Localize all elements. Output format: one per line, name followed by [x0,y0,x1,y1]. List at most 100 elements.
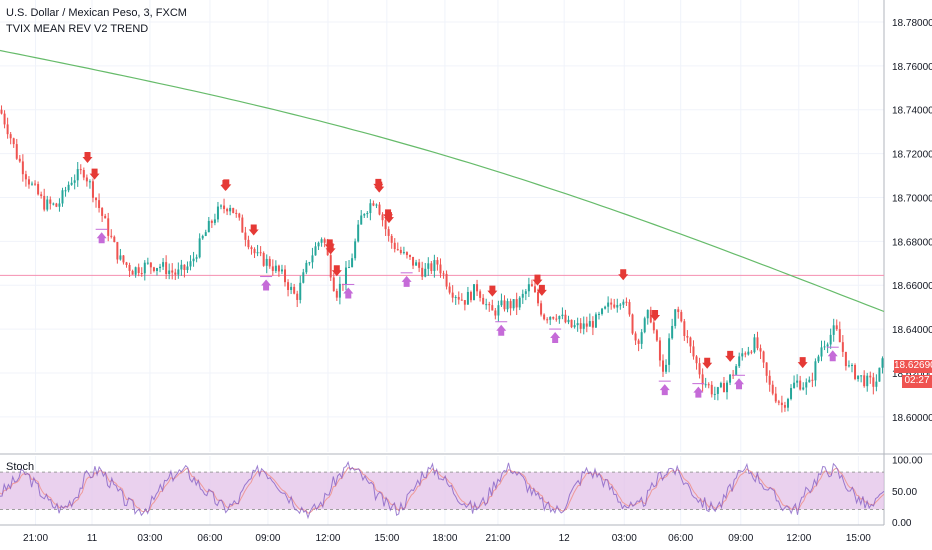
candle-body [799,380,802,390]
candle-body [695,356,698,364]
candle-body [232,207,235,213]
candle-body [573,325,576,328]
candle-body [479,291,482,298]
candle-body [655,330,658,341]
candle-body [131,270,134,275]
candle-body [256,252,259,254]
price-axis-label: 18.74000 [892,106,932,117]
candle-body [802,387,805,390]
candle-body [506,301,509,310]
candle-body [201,235,204,239]
candle-body [418,262,421,268]
candle-body [869,375,872,378]
candle-body [549,316,552,320]
time-axis-label: 06:00 [197,533,222,544]
candle-body [509,301,512,309]
candle-body [841,342,844,352]
candle-body [808,379,811,383]
candle-body [826,344,829,347]
time-axis-label: 03:00 [612,533,637,544]
stoch-axis-label: 100.00 [892,456,923,467]
time-axis-label: 12 [559,533,571,544]
candle-body [155,268,158,271]
stoch-k-line [0,460,885,520]
candle-body [55,203,58,207]
sell-signal-arrow [702,357,713,369]
candle-body [790,388,793,399]
candle-body [238,213,241,218]
candle-body [207,220,210,233]
candle-body [427,263,430,269]
candle-body [473,284,476,301]
candle-body [546,319,549,321]
candle-body [229,207,232,212]
candle-body [692,346,695,357]
symbol-title[interactable]: U.S. Dollar / Mexican Peso, 3, FXCM [6,7,187,19]
candle-body [753,337,756,353]
candle-body [31,183,34,185]
time-axis-label: 09:00 [728,533,753,544]
candle-body [433,260,436,272]
candle-body [762,351,765,363]
candle-body [512,299,515,309]
candle-body [101,208,104,216]
buy-signal-arrow [827,350,838,362]
candle-body [85,177,88,182]
candle-body [622,301,625,305]
candle-body [244,232,247,240]
candle-body [750,351,753,353]
candle-body [399,249,402,253]
candle-body [329,255,332,278]
candle-body [168,270,171,274]
candle-body [40,194,43,196]
candle-body [698,363,701,375]
sell-signal-arrow [331,265,342,277]
candle-body [137,267,140,274]
candle-body [18,158,21,162]
candle-body [768,375,771,385]
candle-body [402,252,405,254]
candle-body [247,239,250,248]
candle-body [613,304,616,308]
candle-body [180,264,183,270]
candle-body [774,393,777,402]
candle-body [710,384,713,395]
sell-signal-arrow [373,178,384,190]
candle-body [854,365,857,380]
candle-body [689,337,692,347]
candle-body [186,266,189,271]
candle-body [820,347,823,357]
candle-body [98,200,101,209]
candle-body [104,215,107,219]
candle-body [253,249,256,254]
candle-body [165,262,168,274]
candle-body [46,199,49,210]
candle-body [95,197,98,201]
candle-body [576,323,579,326]
time-axis-label: 21:00 [485,533,510,544]
buy-signal-arrow [261,279,272,291]
candle-body [290,286,293,290]
indicator-title[interactable]: TVIX MEAN REV V2 TREND [6,23,149,35]
candle-body [591,321,594,328]
candle-body [665,364,668,372]
candle-body [537,292,540,304]
time-axis-label: 18:00 [432,533,457,544]
stoch-band [0,472,884,510]
candle-body [384,220,387,230]
candle-body [140,273,143,275]
candle-body [223,205,226,209]
candle-body [488,304,491,306]
candle-body [317,242,320,247]
candle-body [518,297,521,308]
candle-body [850,365,853,367]
candle-body [701,374,704,385]
candle-body [662,360,664,372]
candle-body [88,181,91,183]
candle-body [293,286,296,294]
candle-body [192,258,195,262]
stoch-pane-label[interactable]: Stoch [6,461,35,473]
candle-body [527,284,530,292]
moving-average-line [0,49,885,313]
